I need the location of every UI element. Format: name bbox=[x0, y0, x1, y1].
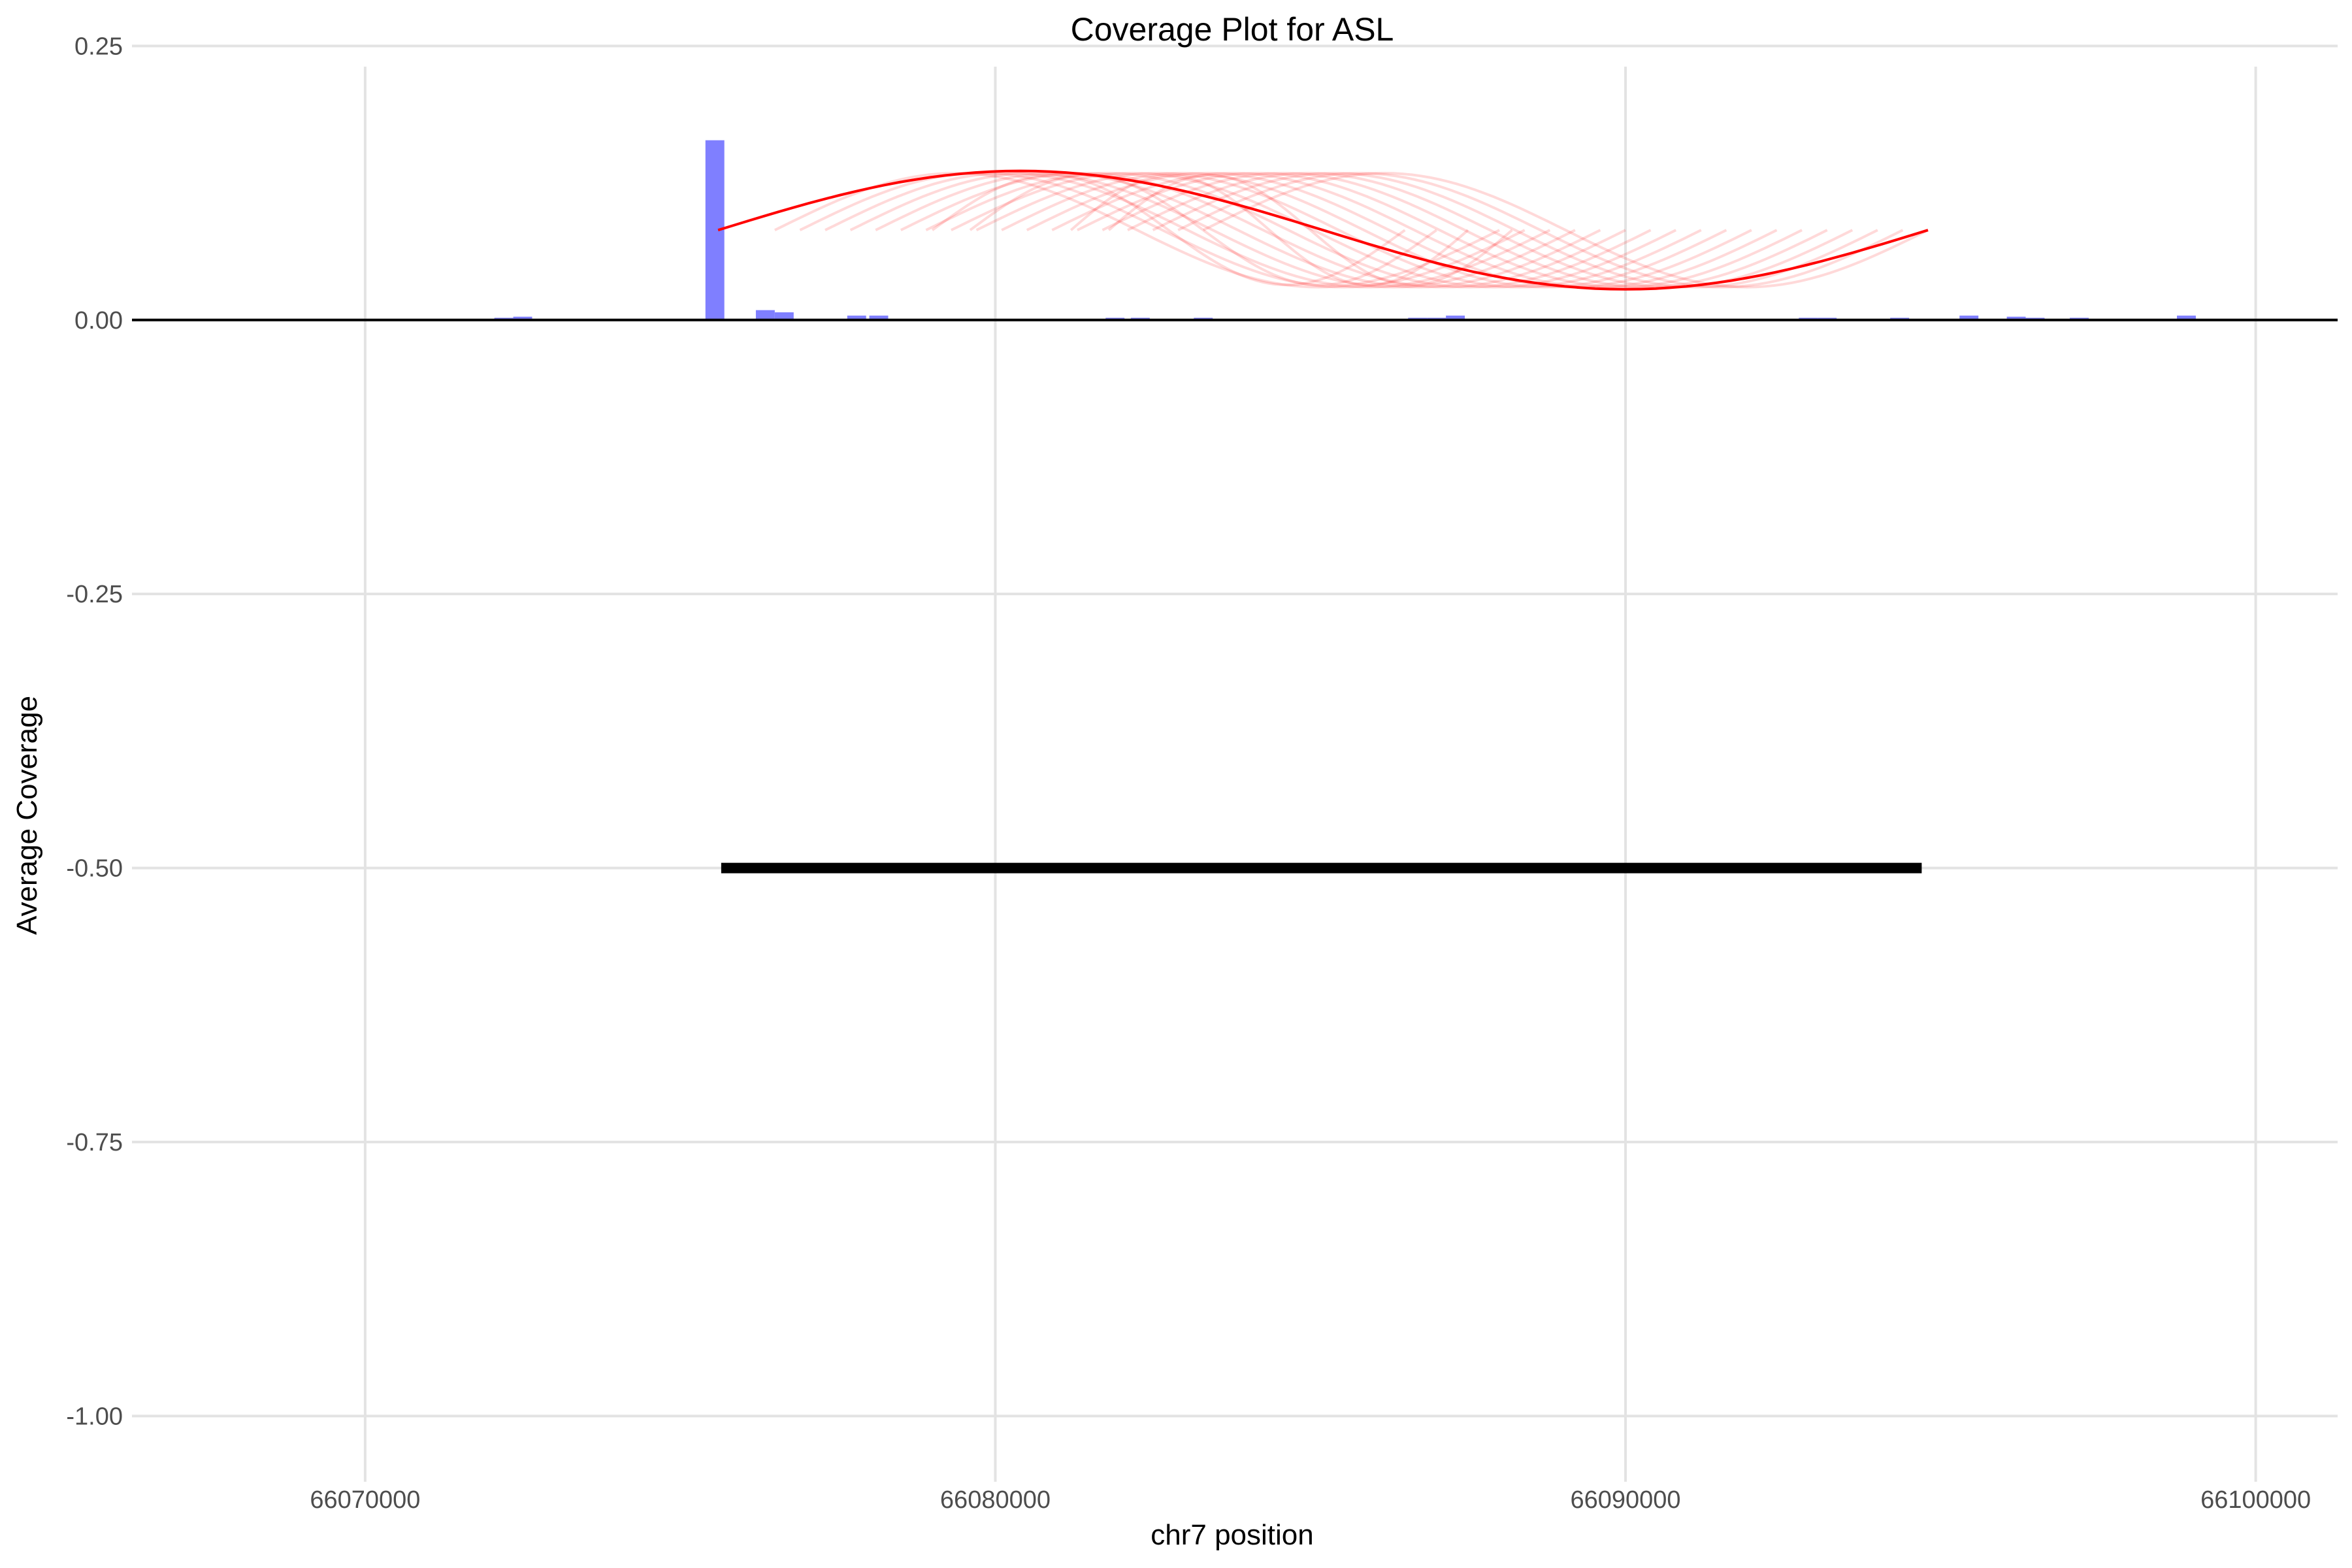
coverage-bar bbox=[1446, 316, 1465, 320]
grid-layer bbox=[132, 44, 2338, 1482]
x-tick-label: 66100000 bbox=[2200, 1486, 2311, 1514]
junction-arc bbox=[925, 171, 1652, 289]
junction-arc bbox=[900, 171, 1626, 289]
axis-layer: 0.25 0.00 -0.25 -0.50 -0.75 -1.00 66070000 6608… bbox=[66, 33, 2338, 1514]
x-tick-label: 66070000 bbox=[310, 1486, 420, 1514]
junction-arcs bbox=[717, 169, 1929, 291]
coverage-bar bbox=[2006, 316, 2026, 320]
junction-arc bbox=[931, 174, 1406, 287]
junction-arc bbox=[1107, 174, 1513, 287]
junction-arc bbox=[1102, 171, 1828, 289]
junction-arc bbox=[951, 171, 1677, 289]
junction-arc bbox=[875, 171, 1601, 289]
coverage-bar bbox=[1959, 316, 1979, 320]
junction-arc bbox=[975, 171, 1702, 289]
junction-arc bbox=[774, 171, 1500, 289]
y-tick-label: 0.25 bbox=[74, 33, 123, 60]
junction-arc bbox=[1077, 171, 1803, 289]
junction-arc bbox=[969, 174, 1437, 287]
coverage-bar bbox=[847, 316, 866, 320]
y-tick-label: -0.75 bbox=[66, 1129, 123, 1156]
junction-arc bbox=[1026, 171, 1752, 289]
junction-arc bbox=[825, 171, 1551, 289]
y-axis-label: Average Coverage bbox=[11, 696, 43, 935]
y-tick-label: -0.25 bbox=[66, 581, 123, 608]
coverage-bar bbox=[513, 316, 532, 320]
y-tick-label: -1.00 bbox=[66, 1403, 123, 1430]
coverage-bar bbox=[774, 312, 794, 320]
junction-arc bbox=[1202, 171, 1929, 289]
coverage-bar bbox=[755, 310, 775, 320]
x-tick-label: 66090000 bbox=[1570, 1486, 1680, 1514]
chart-title: Coverage Plot for ASL bbox=[1071, 11, 1394, 48]
y-tick-label: 0.00 bbox=[74, 307, 123, 335]
x-axis-label: chr7 position bbox=[1151, 1519, 1313, 1551]
junction-arc bbox=[1177, 171, 1904, 289]
junction-arc bbox=[799, 171, 1526, 289]
junction-arc bbox=[1001, 171, 1727, 289]
junction-arc-highlight bbox=[717, 169, 1929, 291]
x-tick-label: 66080000 bbox=[940, 1486, 1051, 1514]
junction-arc bbox=[849, 171, 1576, 289]
coverage-bar bbox=[2177, 316, 2196, 320]
coverage-bar bbox=[869, 316, 889, 320]
y-tick-label: -0.50 bbox=[66, 855, 123, 883]
junction-arc bbox=[1152, 171, 1878, 289]
junction-arc bbox=[1051, 171, 1778, 289]
